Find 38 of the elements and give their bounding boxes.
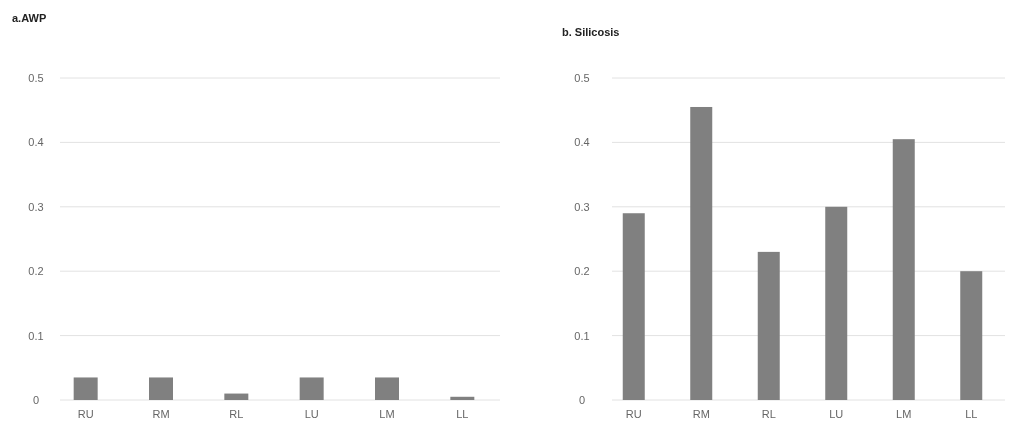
bar: [825, 206, 848, 400]
chart-title: a.AWP: [12, 12, 47, 24]
y-tick-label: 0.5: [574, 72, 590, 84]
y-tick-label: 0.1: [28, 329, 44, 342]
bar: [224, 393, 249, 400]
x-tick-label: RM: [692, 408, 710, 420]
y-tick-label: 0: [32, 394, 40, 406]
y-tick-label: 0.4: [28, 136, 44, 149]
bar: [622, 213, 645, 400]
x-tick-label: RL: [761, 408, 776, 420]
y-tick-label: 0.3: [28, 200, 44, 213]
x-tick-label: RL: [229, 408, 244, 420]
bar: [73, 377, 98, 400]
y-tick-label: 0.3: [574, 200, 590, 213]
x-tick-label: LM: [379, 408, 395, 420]
x-tick-label: RU: [625, 408, 642, 420]
bar: [690, 106, 713, 400]
x-tick-label: LL: [965, 408, 978, 420]
bar: [757, 251, 780, 400]
x-tick-label: LU: [304, 408, 319, 420]
y-tick-label: 0.2: [28, 265, 44, 278]
x-tick-label: RM: [152, 408, 170, 420]
y-tick-label: 0.4: [574, 136, 590, 149]
x-tick-label: RU: [77, 408, 94, 420]
chart-title: b. Silicosis: [562, 26, 620, 38]
bar: [299, 377, 324, 400]
bar: [450, 396, 475, 400]
x-tick-label: LM: [896, 408, 912, 420]
y-tick-label: 0.1: [574, 329, 590, 342]
y-tick-label: 0.2: [574, 265, 590, 278]
bar: [375, 377, 399, 400]
bar: [149, 377, 173, 400]
x-tick-label: LL: [456, 408, 469, 420]
bar: [960, 271, 983, 400]
y-tick-label: 0: [578, 394, 586, 406]
bar: [892, 139, 915, 400]
x-tick-label: LU: [829, 408, 844, 420]
y-tick-label: 0.5: [28, 72, 44, 84]
